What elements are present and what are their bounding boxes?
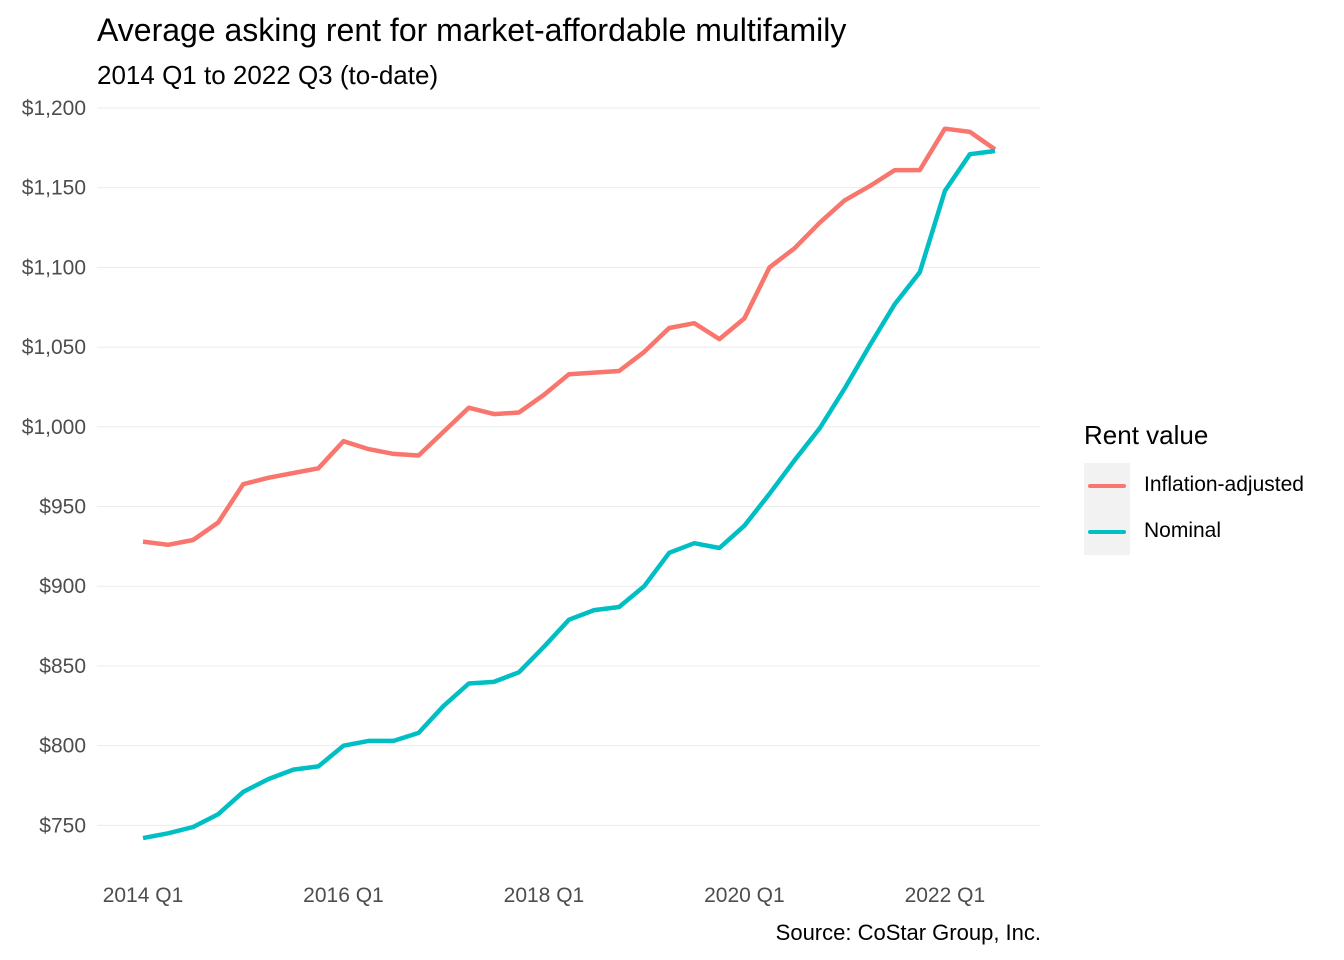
legend-keys-background xyxy=(1084,463,1130,555)
series-line-inflation-adjusted xyxy=(142,126,997,548)
legend-label: Nominal xyxy=(1144,519,1222,542)
x-tick-label: 2018 Q1 xyxy=(504,884,585,907)
y-tick-label: $900 xyxy=(39,575,86,598)
legend-swatch xyxy=(1088,484,1126,488)
y-axis: $750 $800 $850 $900 $950 $1,000 $1,050 $1,100 $1… xyxy=(22,97,86,837)
y-tick-label: $1,000 xyxy=(22,416,86,439)
legend-label: Inflation-adjusted xyxy=(1144,473,1304,496)
chart-title: Average asking rent for market-affordabl… xyxy=(97,12,847,48)
y-tick-label: $950 xyxy=(39,496,86,519)
y-tick-label: $750 xyxy=(39,814,86,837)
x-axis: 2014 Q1 2016 Q1 2018 Q1 2020 Q1 2022 Q1 xyxy=(103,884,985,907)
y-tick-label: $850 xyxy=(39,655,86,678)
y-tick-label: $800 xyxy=(39,735,86,758)
x-tick-label: 2016 Q1 xyxy=(303,884,384,907)
x-tick-label: 2014 Q1 xyxy=(103,884,184,907)
legend-title: Rent value xyxy=(1084,420,1209,450)
y-tick-label: $1,200 xyxy=(22,97,86,120)
chart-caption: Source: CoStar Group, Inc. xyxy=(775,920,1041,945)
y-tick-label: $1,100 xyxy=(22,256,86,279)
chart-subtitle: 2014 Q1 to 2022 Q3 (to-date) xyxy=(97,60,439,90)
series-lines xyxy=(142,126,997,841)
x-tick-label: 2020 Q1 xyxy=(704,884,785,907)
y-tick-label: $1,150 xyxy=(22,177,86,200)
series-line-nominal xyxy=(142,148,996,841)
y-tick-label: $1,050 xyxy=(22,336,86,359)
grid xyxy=(97,107,1040,826)
legend: Rent value Inflation-adjusted Nominal xyxy=(1084,420,1304,555)
x-tick-label: 2022 Q1 xyxy=(905,884,986,907)
legend-swatch xyxy=(1088,530,1126,534)
